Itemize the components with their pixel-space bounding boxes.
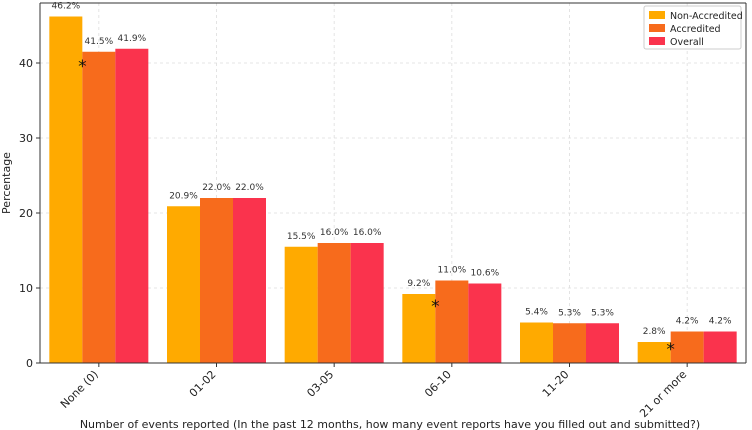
bar-value-label: 16.0% xyxy=(353,228,382,238)
legend-label: Non-Accredited xyxy=(670,11,743,22)
y-tick-label: 30 xyxy=(19,132,33,145)
bar xyxy=(350,243,384,363)
bar-value-label: 5.3% xyxy=(591,308,614,318)
legend-swatch xyxy=(649,11,665,19)
legend-label: Accredited xyxy=(670,24,721,35)
y-axis-title: Percentage xyxy=(0,152,13,214)
bar xyxy=(670,331,704,363)
bar xyxy=(703,331,737,363)
bar xyxy=(115,48,149,363)
data-labels: 46.2% 20.9% 15.5% 9.2% 5.4% 2.8% 41.5% 22.0% 16.… xyxy=(52,2,733,338)
bar-value-label: 22.0% xyxy=(235,183,264,193)
bar-value-label: 2.8% xyxy=(643,327,666,337)
bar-value-label: 4.2% xyxy=(709,317,732,327)
legend-swatch xyxy=(649,24,665,32)
x-tick-label: None (0) xyxy=(58,368,101,411)
bar xyxy=(468,283,502,363)
bar-value-label: 41.5% xyxy=(85,37,114,47)
x-axis-title: Number of events reported (In the past 1… xyxy=(80,418,700,430)
bar xyxy=(586,323,619,363)
legend-box xyxy=(643,5,742,50)
bar-value-label: 15.5% xyxy=(287,232,316,242)
x-tick-label: 11-20 xyxy=(540,368,572,400)
bar-value-label: 4.2% xyxy=(676,317,699,327)
bar xyxy=(553,323,586,363)
significance-star: * xyxy=(78,57,87,77)
bar xyxy=(435,280,469,363)
bar xyxy=(284,246,318,363)
legend: Non-Accredited Accredited Overall xyxy=(643,5,743,50)
bar-value-label: 16.0% xyxy=(320,228,349,238)
bar-value-label: 9.2% xyxy=(407,279,430,289)
y-tick-label: 40 xyxy=(19,57,33,70)
bar xyxy=(637,342,671,363)
y-tick-label: 0 xyxy=(26,357,33,370)
y-tick-label: 10 xyxy=(19,282,33,295)
significance-markers: * * * xyxy=(78,57,675,360)
bar xyxy=(233,198,266,363)
bar xyxy=(520,322,553,363)
legend-label: Overall xyxy=(670,37,704,48)
bar-value-label: 11.0% xyxy=(438,266,467,276)
bar-value-label: 20.9% xyxy=(169,191,198,201)
bar-value-label: 22.0% xyxy=(202,183,231,193)
significance-star: * xyxy=(666,340,675,360)
bar xyxy=(402,294,436,363)
significance-star: * xyxy=(431,297,440,317)
x-tick-label: 03-05 xyxy=(304,368,336,400)
x-tick-label: 01-02 xyxy=(187,368,219,400)
bar xyxy=(49,16,83,363)
bar-value-label: 10.6% xyxy=(471,269,500,279)
x-tick-label: 21 or more xyxy=(637,368,689,420)
legend-swatch xyxy=(649,37,665,45)
x-tick-label: 06-10 xyxy=(422,368,454,400)
bar-value-label: 5.3% xyxy=(558,308,581,318)
bar xyxy=(167,206,200,363)
bars xyxy=(49,16,737,363)
bar xyxy=(200,198,233,363)
bar xyxy=(317,243,351,363)
bar-value-label: 46.2% xyxy=(52,2,81,12)
bar-value-label: 5.4% xyxy=(525,308,548,318)
y-tick-label: 20 xyxy=(19,207,33,220)
bar-value-label: 41.9% xyxy=(118,34,147,44)
bar xyxy=(82,51,116,363)
